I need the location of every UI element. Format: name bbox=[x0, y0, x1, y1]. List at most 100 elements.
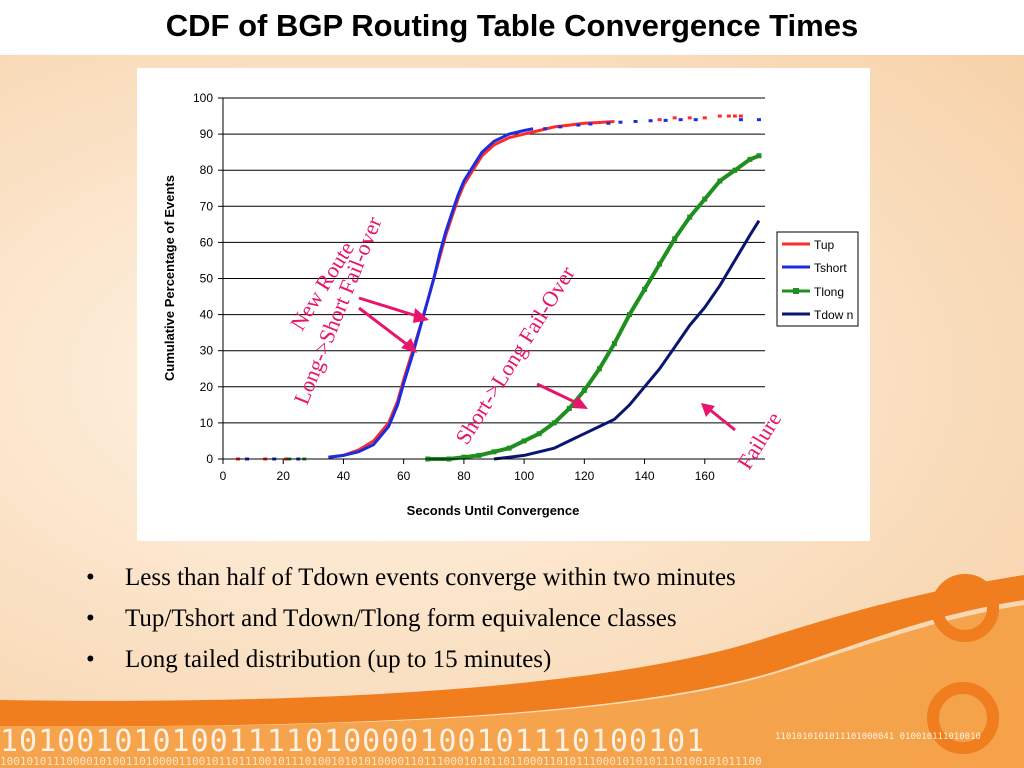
y-tick-label: 100 bbox=[193, 91, 213, 105]
series-marker-tlong bbox=[536, 431, 542, 437]
x-tick-label: 40 bbox=[337, 469, 351, 483]
series-marker-tlong bbox=[461, 454, 467, 460]
x-tick-label: 0 bbox=[220, 469, 227, 483]
x-tick-label: 160 bbox=[695, 469, 715, 483]
tail-point-tup bbox=[732, 114, 737, 118]
binary-strip: 1010010101001111010000100101110100101 bbox=[0, 724, 706, 759]
x-tick-label: 100 bbox=[514, 469, 534, 483]
y-tick-label: 50 bbox=[200, 272, 214, 286]
tail-point-tshort bbox=[606, 121, 611, 125]
bullet-marker: • bbox=[86, 605, 95, 632]
series-marker-tlong bbox=[717, 178, 723, 184]
grid-lines bbox=[223, 97, 765, 424]
series-line-tdown bbox=[493, 219, 761, 461]
tail-point-tshort bbox=[648, 119, 653, 123]
tail-point-tshort bbox=[633, 119, 638, 123]
legend-marker-tlong bbox=[793, 288, 799, 294]
tail-point-tshort bbox=[693, 118, 698, 122]
axis-ticks: 0 10 20 30 40 50 60 70 80 90 100 0 20 40 60 80 100 120 140… bbox=[193, 91, 715, 483]
bullet-item: • Tup/Tshort and Tdown/Tlong form equival… bbox=[84, 601, 944, 642]
cdf-chart: 0 10 20 30 40 50 60 70 80 90 100 0 20 40 60 80 100 120 140… bbox=[162, 91, 859, 518]
series-marker-tlong bbox=[756, 153, 762, 159]
series-marker-tlong bbox=[581, 387, 587, 393]
x-tick-label: 60 bbox=[397, 469, 411, 483]
tail-point-tup bbox=[687, 116, 692, 120]
chart-legend: Tup Tshort Tlong Tdow n bbox=[776, 231, 859, 327]
tail-point-tshort bbox=[663, 118, 668, 122]
tail-point-tshort bbox=[738, 118, 743, 122]
orange-swoosh bbox=[0, 575, 1024, 727]
y-tick-label: 30 bbox=[200, 344, 214, 358]
x-tick-label: 120 bbox=[574, 469, 594, 483]
bullet-item: • Less than half of Tdown events converge… bbox=[84, 560, 944, 601]
series-marker-tlong bbox=[642, 286, 648, 292]
bullet-text: Long tailed distribution (up to 15 minut… bbox=[125, 646, 552, 673]
bullet-list: • Less than half of Tdown events converge… bbox=[84, 560, 944, 683]
tail-point-tshort bbox=[618, 120, 623, 124]
arrow-short-long bbox=[536, 382, 580, 406]
series-marker-tlong bbox=[732, 167, 738, 173]
y-tick-label: 0 bbox=[206, 452, 213, 466]
series-marker-tlong bbox=[491, 449, 497, 455]
x-axis-label: Seconds Until Convergence bbox=[407, 503, 580, 518]
arrowhead-long-short bbox=[401, 338, 417, 353]
arrow-failure bbox=[708, 407, 736, 432]
annotation-short-long-failover: Short->Long Fail-Over bbox=[450, 261, 580, 449]
orange-ring-lower bbox=[927, 682, 999, 754]
series-marker-tlong bbox=[702, 196, 708, 202]
arrowhead-short-long bbox=[572, 396, 588, 409]
binary-strip-small: 1101010101011101000041 010010111010010 bbox=[775, 732, 981, 742]
y-axis-label: Cumulative Percentage of Events bbox=[162, 175, 177, 381]
x-tick-label: 20 bbox=[277, 469, 291, 483]
y-tick-label: 40 bbox=[200, 308, 214, 322]
annotation-arrows bbox=[358, 296, 736, 432]
tail-point-tup bbox=[702, 116, 707, 120]
bullet-item: • Long tailed distribution (up to 15 minu… bbox=[84, 642, 944, 683]
title-bar: CDF of BGP Routing Table Convergence Tim… bbox=[0, 0, 1024, 55]
tail-point-tshort bbox=[558, 125, 563, 129]
arrow-new-route bbox=[358, 296, 421, 319]
y-tick-label: 20 bbox=[200, 380, 214, 394]
legend-label-tlong: Tlong bbox=[814, 285, 844, 299]
series-marker-tlong bbox=[747, 156, 753, 162]
series-marker-tlong bbox=[627, 312, 632, 318]
tail-point-tshort bbox=[588, 122, 593, 126]
slide-title: CDF of BGP Routing Table Convergence Tim… bbox=[165, 8, 859, 43]
series-marker-tlong bbox=[672, 236, 678, 242]
binary-strip-bottom: 1001010111000010100110100001100101101110… bbox=[0, 755, 762, 768]
y-tick-label: 10 bbox=[200, 416, 214, 430]
x-tick-label: 140 bbox=[635, 469, 655, 483]
legend-box bbox=[776, 231, 859, 327]
tail-point-tshort bbox=[543, 127, 548, 131]
y-tick-label: 90 bbox=[200, 127, 214, 141]
tail-point-tshort bbox=[756, 118, 761, 122]
chart-panel: 0 10 20 30 40 50 60 70 80 90 100 0 20 40 60 80 100 120 140… bbox=[137, 68, 870, 541]
series-marker-tlong bbox=[476, 452, 482, 458]
series-line-tshort bbox=[328, 127, 534, 459]
arrowhead-new-route bbox=[413, 308, 429, 323]
y-tick-label: 70 bbox=[200, 199, 214, 213]
series-lines bbox=[236, 114, 762, 462]
tail-point-tup bbox=[672, 116, 677, 120]
y-tick-label: 80 bbox=[200, 163, 214, 177]
orange-ring-upper bbox=[931, 574, 999, 642]
series-marker-tlong bbox=[551, 420, 557, 426]
legend-label-tup: Tup bbox=[814, 238, 835, 252]
bullet-text: Tup/Tshort and Tdown/Tlong form equivale… bbox=[125, 605, 677, 632]
series-marker-tlong bbox=[566, 405, 572, 411]
annotation-failure: Failure bbox=[732, 408, 786, 474]
tail-point-tup bbox=[738, 114, 743, 118]
arrow-long-short bbox=[358, 306, 410, 348]
x-tick-label: 80 bbox=[457, 469, 471, 483]
series-marker-tlong bbox=[596, 366, 602, 372]
bullet-marker: • bbox=[86, 564, 95, 591]
tail-point-tshort bbox=[678, 118, 683, 122]
bullet-marker: • bbox=[86, 646, 95, 673]
tail-point-tshort bbox=[576, 123, 581, 127]
series-marker-tlong bbox=[687, 214, 693, 220]
series-marker-tlong bbox=[657, 261, 663, 267]
y-tick-label: 60 bbox=[200, 235, 214, 249]
tail-point-tup bbox=[657, 118, 662, 122]
orange-footer-band bbox=[0, 605, 1024, 768]
